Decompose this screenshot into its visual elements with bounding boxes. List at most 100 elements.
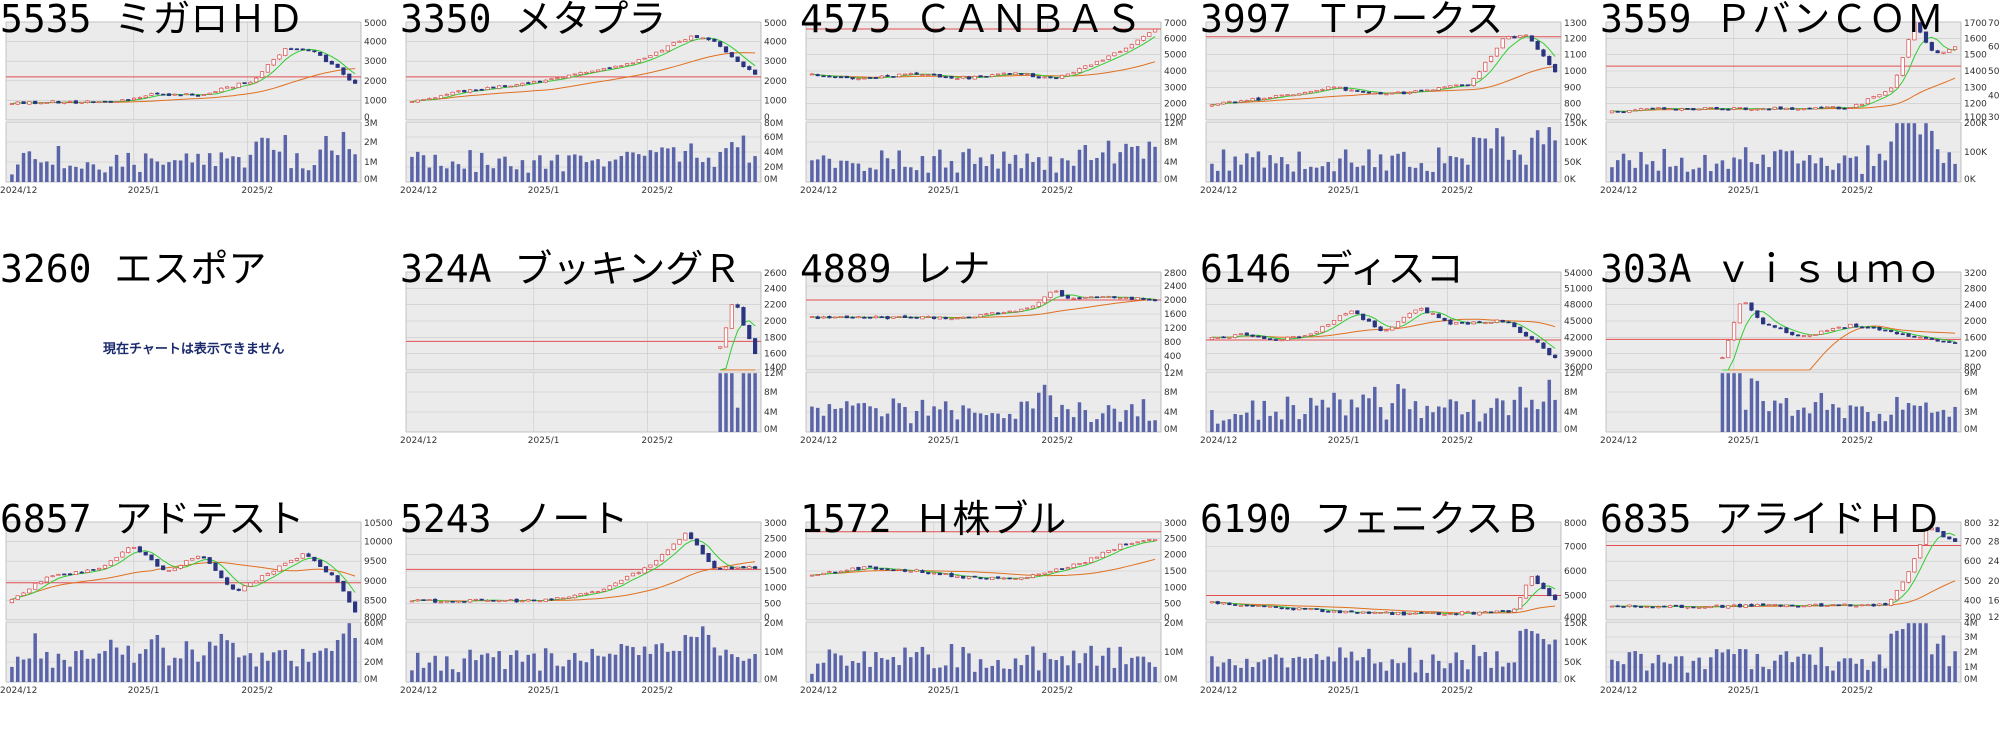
volume-bar [21, 659, 26, 682]
candle [1477, 321, 1482, 323]
volume-tick-label: 20M [764, 163, 783, 173]
candle [294, 48, 300, 51]
candle [108, 560, 113, 566]
candle [50, 575, 55, 578]
volume-bar [1761, 401, 1765, 432]
volume-bar [167, 162, 171, 182]
candle [578, 593, 583, 596]
volume-bar [735, 657, 740, 682]
volume-bar [932, 156, 936, 182]
candle [1714, 106, 1719, 110]
volume-bar [532, 160, 536, 182]
candle [833, 76, 838, 79]
candle [1077, 562, 1082, 565]
candle [1512, 322, 1517, 328]
candle [1366, 318, 1372, 322]
volume-bar [260, 652, 264, 682]
volume-bar [1367, 149, 1371, 182]
volume-tick-label: 20M [364, 658, 383, 668]
candle [741, 61, 746, 68]
volume-bar [874, 652, 878, 682]
date-tick-label: 2024/12 [400, 436, 437, 446]
candle [67, 101, 73, 103]
price-tick-label: 2800 [1964, 284, 1987, 294]
candle [1123, 543, 1129, 546]
candle [1083, 296, 1088, 299]
volume-bar [718, 152, 722, 182]
candle [1500, 38, 1505, 49]
volume-bar [1135, 656, 1140, 682]
volume-tick-label: 9M [1964, 369, 1978, 379]
price-tick-label-secondary: 400 [1988, 92, 2000, 102]
volume-bar [1454, 157, 1458, 182]
candle [1141, 36, 1146, 41]
volume-tick-label: 0M [364, 675, 378, 685]
candle [1042, 76, 1047, 79]
candle [1912, 335, 1917, 338]
volume-bar [897, 665, 901, 682]
volume-bar [926, 654, 930, 682]
candle [636, 59, 641, 63]
candle [1413, 612, 1418, 615]
candle [1894, 331, 1900, 335]
volume-bar [1013, 154, 1018, 182]
price-tick-label: 1000 [1164, 583, 1187, 593]
candle [172, 93, 177, 96]
volume-bar [978, 659, 983, 682]
volume-bar [1743, 649, 1748, 682]
candle [1297, 607, 1302, 611]
volume-bar [607, 653, 612, 682]
candle [79, 571, 84, 574]
candle [891, 76, 896, 78]
volume-bar [1384, 670, 1389, 682]
candle [1042, 572, 1047, 575]
candle [1819, 330, 1824, 335]
volume-bar [283, 135, 288, 182]
volume-bar [1250, 157, 1255, 182]
candle [1471, 321, 1476, 325]
volume-bar [747, 373, 752, 432]
volume-bar [1877, 654, 1882, 682]
chart-title: 6190 フェニクスＢ [1200, 497, 1542, 541]
candle [1912, 558, 1917, 573]
chart-svg: 800085009000950010000105000M20M40M60M202… [0, 519, 393, 696]
volume-bar [1767, 167, 1771, 182]
candle [1094, 556, 1100, 559]
volume-bar [1761, 666, 1765, 682]
candle [625, 63, 630, 66]
candle [1518, 35, 1523, 38]
volume-bar [143, 153, 148, 182]
candle [38, 102, 44, 105]
volume-bar [1007, 668, 1012, 682]
candle [1030, 305, 1036, 309]
volume-bar [50, 667, 55, 682]
candle [1302, 91, 1308, 95]
candle [1506, 36, 1511, 40]
price-tick-label: 1200 [1964, 100, 1987, 110]
candle [1390, 612, 1395, 615]
volume-bar [1900, 409, 1905, 432]
volume-bar [207, 153, 212, 182]
volume-bar [1019, 401, 1024, 432]
volume-bar [753, 373, 757, 432]
volume-bar [538, 670, 542, 682]
candle [1256, 605, 1261, 607]
candle [694, 538, 700, 546]
volume-bar [1100, 152, 1105, 182]
volume-bar [1106, 647, 1111, 682]
price-tick-label: 10000 [364, 538, 393, 548]
candle [838, 316, 844, 318]
candle [1273, 606, 1278, 608]
volume-bar [1610, 167, 1614, 182]
volume-bar [1941, 409, 1946, 432]
candle [1854, 103, 1859, 108]
volume-bar [1773, 400, 1777, 432]
volume-bar [1500, 666, 1505, 682]
candle [677, 539, 682, 545]
volume-bar [1425, 170, 1429, 182]
volume-bar [909, 657, 913, 682]
volume-bar [1512, 399, 1517, 432]
price-tick-label: 48000 [1564, 301, 1593, 311]
candle [908, 570, 913, 573]
volume-bar [1390, 403, 1394, 432]
